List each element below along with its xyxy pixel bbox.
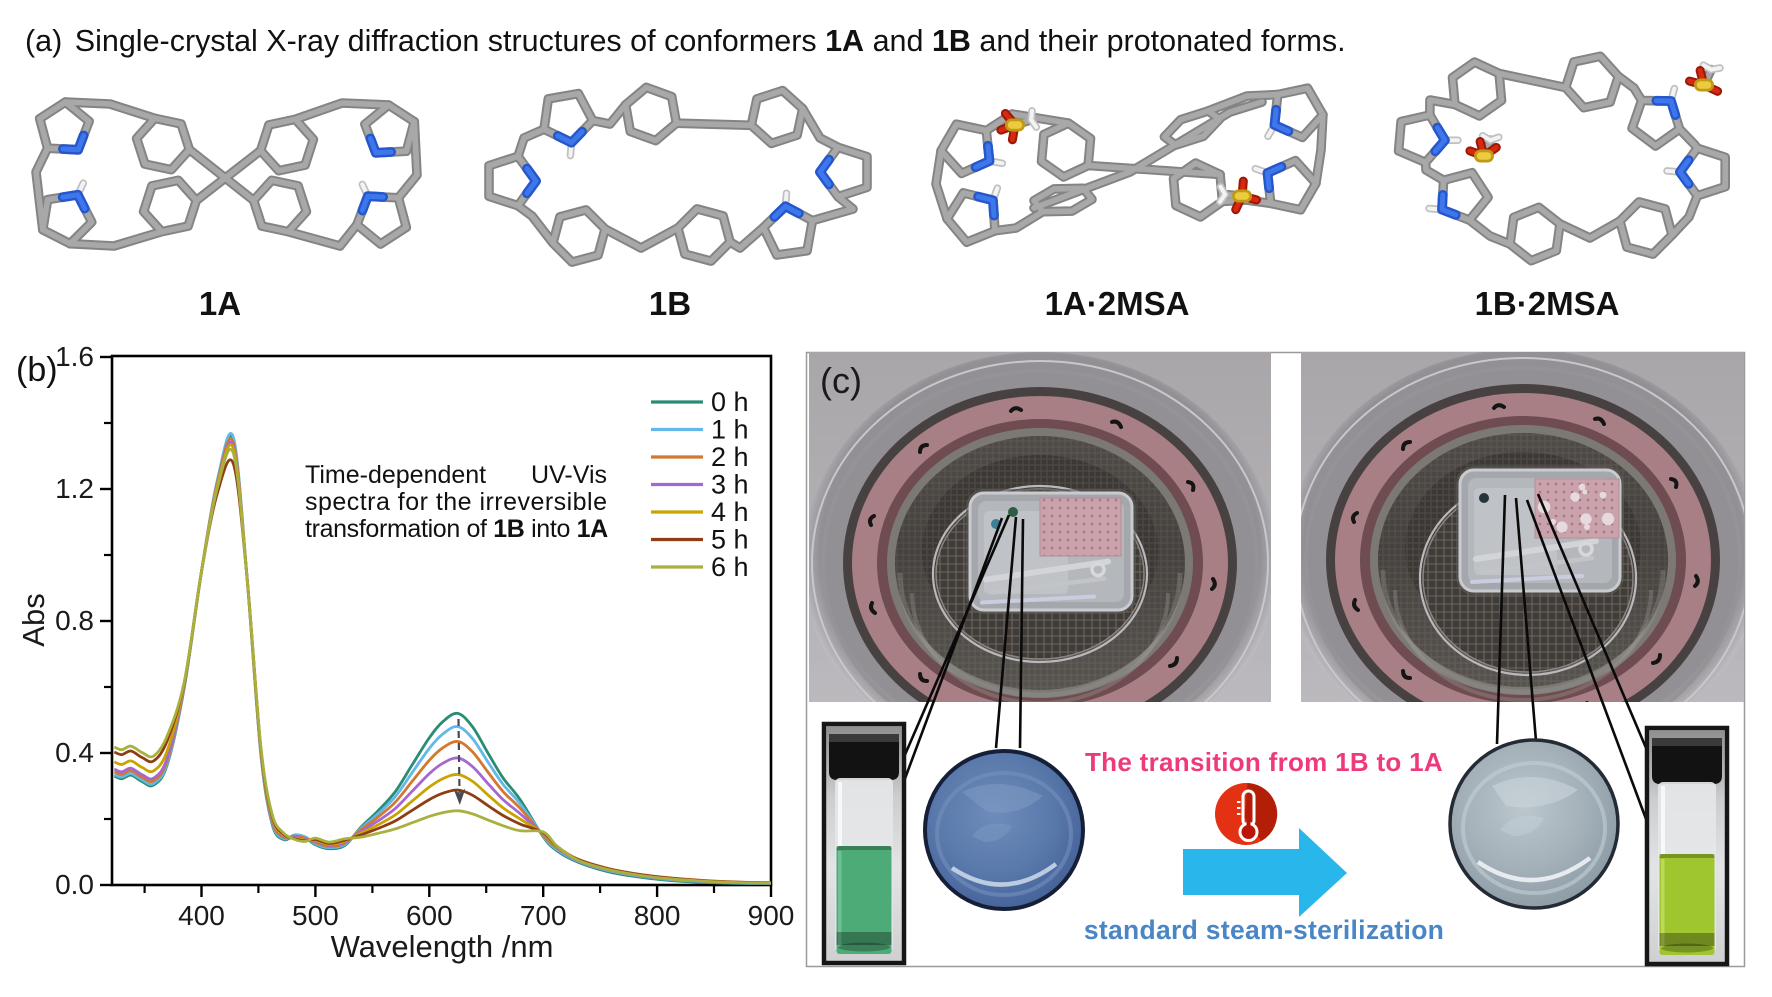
svg-text:(c): (c) xyxy=(820,360,862,401)
svg-text:700: 700 xyxy=(520,900,567,931)
svg-text:(b): (b) xyxy=(16,351,58,389)
svg-text:0.4: 0.4 xyxy=(55,737,94,768)
svg-text:900: 900 xyxy=(748,900,795,931)
svg-text:standard steam-sterilization: standard steam-sterilization xyxy=(1084,915,1444,945)
svg-text:The transition from 1B to 1A: The transition from 1B to 1A xyxy=(1085,747,1443,777)
svg-text:0.0: 0.0 xyxy=(55,869,94,900)
svg-text:1B: 1B xyxy=(649,285,691,322)
svg-text:spectra for the irreversible: spectra for the irreversible xyxy=(305,488,607,516)
svg-text:Time-dependent: Time-dependent xyxy=(305,461,486,489)
svg-text:1A·2MSA: 1A·2MSA xyxy=(1045,285,1190,322)
svg-text:3 h: 3 h xyxy=(711,470,749,500)
svg-text:1.2: 1.2 xyxy=(55,473,94,504)
svg-text:(a) Single-crystal X-ray diffr: (a) Single-crystal X-ray diffraction str… xyxy=(25,24,1346,58)
svg-text:1A: 1A xyxy=(199,285,241,322)
svg-text:6 h: 6 h xyxy=(711,552,749,582)
svg-text:600: 600 xyxy=(406,900,453,931)
svg-text:2 h: 2 h xyxy=(711,442,749,472)
svg-text:Wavelength /nm: Wavelength /nm xyxy=(331,929,554,964)
svg-text:4 h: 4 h xyxy=(711,497,749,527)
svg-text:500: 500 xyxy=(292,900,339,931)
svg-text:transformation of 1B into 1A: transformation of 1B into 1A xyxy=(305,515,608,543)
svg-text:400: 400 xyxy=(178,900,225,931)
svg-text:800: 800 xyxy=(634,900,681,931)
svg-text:UV-Vis: UV-Vis xyxy=(531,461,607,489)
svg-text:0 h: 0 h xyxy=(711,387,749,417)
svg-text:5 h: 5 h xyxy=(711,525,749,555)
svg-text:0.8: 0.8 xyxy=(55,605,94,636)
svg-text:1B·2MSA: 1B·2MSA xyxy=(1475,285,1620,322)
svg-text:1 h: 1 h xyxy=(711,415,749,445)
svg-text:1.6: 1.6 xyxy=(55,341,94,372)
svg-text:Abs: Abs xyxy=(16,593,51,646)
